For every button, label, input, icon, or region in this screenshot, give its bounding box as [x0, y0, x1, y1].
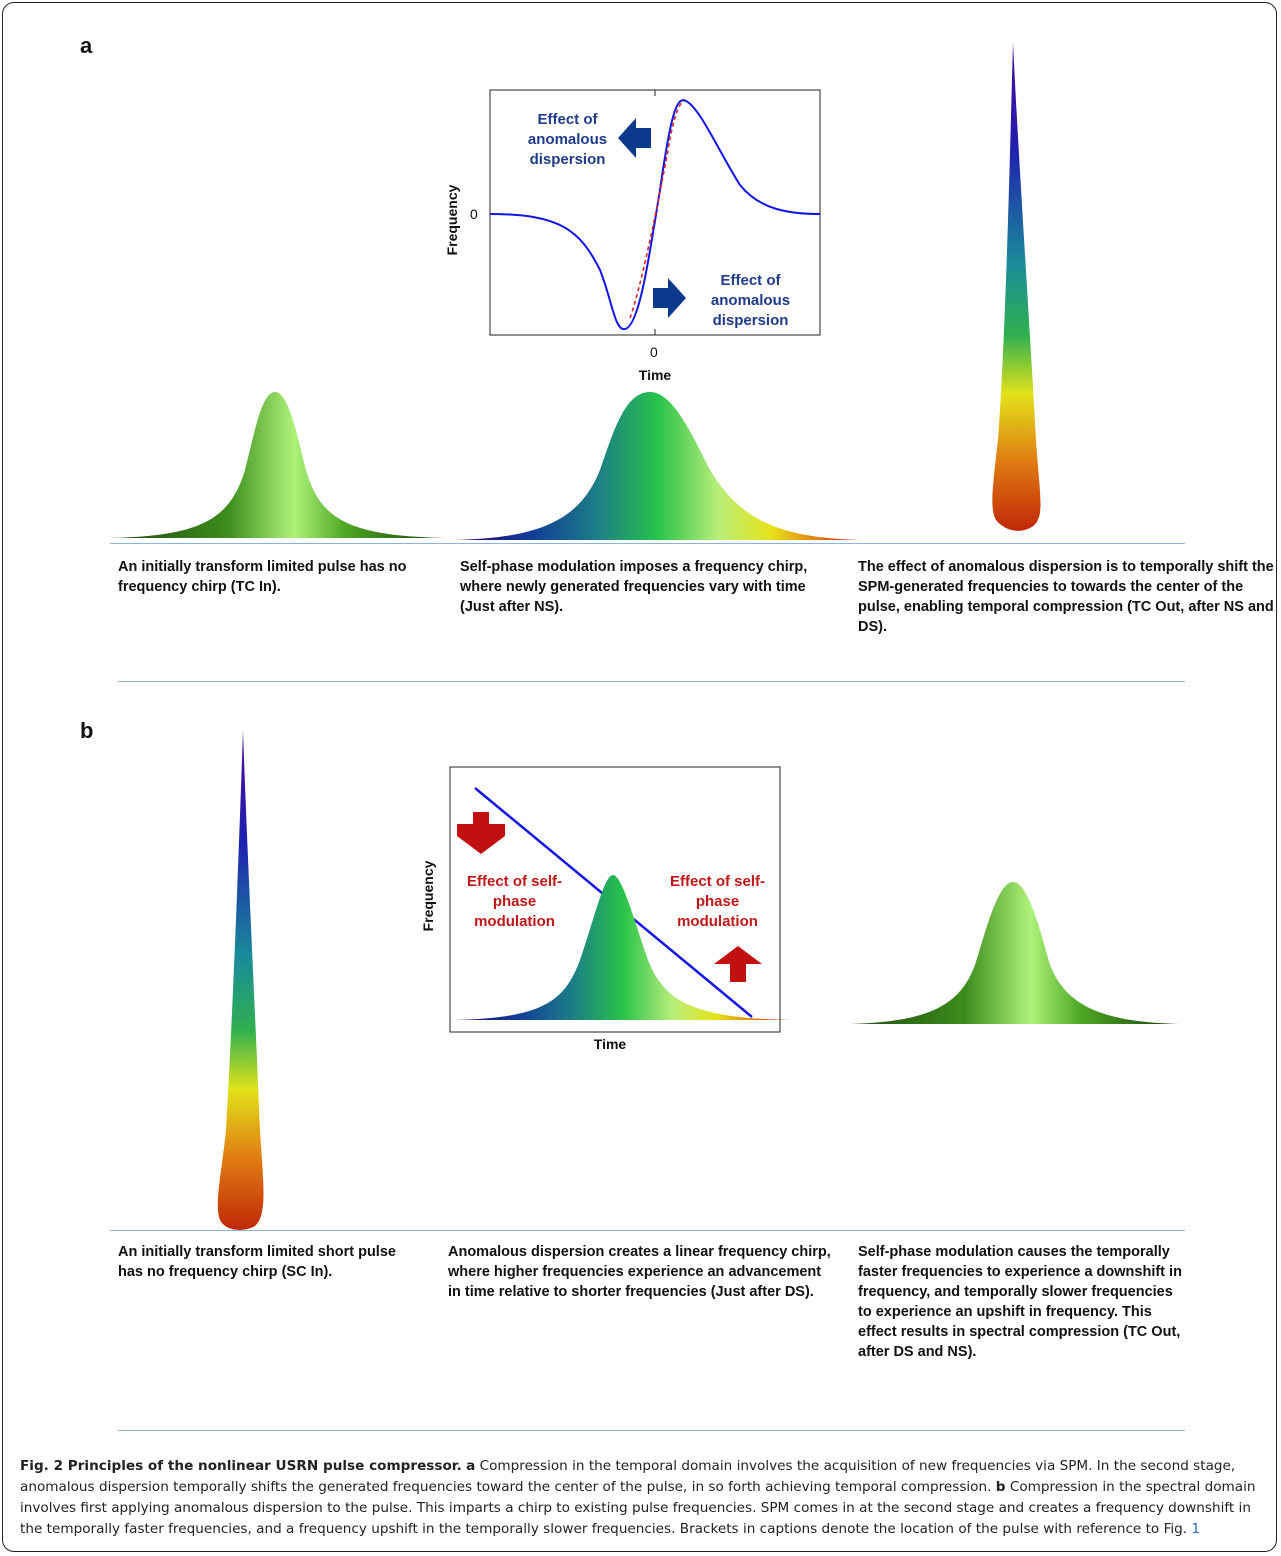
- plot-b-left-annotation: Effect of self- phase modulation: [452, 872, 577, 932]
- plot-b-ylabel: Frequency: [420, 860, 436, 932]
- plot-b-xlabel: Time: [593, 1036, 627, 1052]
- annotation-line: modulation: [677, 913, 758, 930]
- annotation-line: anomalous: [527, 131, 608, 148]
- up-arrow-icon: [714, 946, 762, 982]
- pulse-b1-spike: [217, 730, 264, 1230]
- plot-a-ytick: 0: [470, 206, 478, 222]
- annotation-line: phase: [492, 893, 537, 910]
- plot-a-xlabel: Time: [638, 367, 672, 383]
- caption-a1: An initially transform limited pulse has…: [118, 559, 407, 595]
- pulse-b3-green: [848, 882, 1180, 1024]
- pulse-a2-chirped: [455, 392, 860, 540]
- down-arrow-icon: [457, 812, 505, 854]
- panel-b-graphics: [217, 730, 1180, 1230]
- panel-a-graphics: [110, 42, 1041, 540]
- panel-a-baseline: [110, 543, 1185, 544]
- plot-a-ylabel: Frequency: [444, 184, 460, 256]
- annotation-line: Effect of self-: [466, 873, 562, 890]
- plot-a-left-annotation: Effect of anomalous dispersion: [515, 110, 620, 170]
- annotation-line: Effect of: [720, 272, 781, 289]
- figure-caption: Fig. 2 Principles of the nonlinear USRN …: [20, 1456, 1270, 1540]
- panel-b-baseline: [110, 1230, 1185, 1231]
- figure-reference-link[interactable]: 1: [1191, 1521, 1201, 1537]
- annotation-line: phase: [695, 893, 740, 910]
- panel-b-divider: [118, 1430, 1185, 1431]
- caption-a2: Self-phase modulation imposes a frequenc…: [460, 559, 808, 615]
- caption-b1: An initially transform limited short pul…: [118, 1244, 396, 1280]
- annotation-line: dispersion: [529, 151, 606, 168]
- annotation-line: dispersion: [712, 312, 789, 329]
- pulse-a3-spike: [992, 42, 1041, 531]
- figure-caption-a-text: Compression in the temporal domain invol…: [20, 1458, 1236, 1495]
- figure-caption-b-text: Compression in the spectral domain invol…: [20, 1479, 1256, 1537]
- pulse-a1-green: [110, 392, 445, 538]
- panel-a-label: a: [80, 33, 93, 58]
- figure-caption-title: Fig. 2 Principles of the nonlinear USRN …: [20, 1458, 462, 1474]
- right-arrow-icon: [653, 278, 686, 318]
- panel-a-divider: [118, 681, 1185, 682]
- caption-b3: Self-phase modulation causes the tempora…: [858, 1244, 1182, 1360]
- plot-b-right-annotation: Effect of self- phase modulation: [655, 872, 780, 932]
- annotation-line: Effect of self-: [669, 873, 765, 890]
- annotation-line: Effect of: [537, 111, 598, 128]
- pulse-b2-chirped: [455, 875, 790, 1020]
- plot-a-xtick: 0: [650, 344, 658, 360]
- plot-a-chirp-curve: [489, 99, 821, 331]
- panel-b-label: b: [80, 718, 94, 743]
- figure-caption-a-label: a: [466, 1458, 476, 1474]
- annotation-line: anomalous: [710, 292, 791, 309]
- annotation-line: modulation: [474, 913, 555, 930]
- caption-b2: Anomalous dispersion creates a linear fr…: [448, 1244, 831, 1300]
- plot-a-linear-overlay: [629, 100, 685, 319]
- figure-caption-b-label: b: [995, 1479, 1006, 1495]
- left-arrow-icon: [618, 118, 651, 158]
- plot-a-right-annotation: Effect of anomalous dispersion: [693, 271, 808, 331]
- caption-a3: The effect of anomalous dispersion is to…: [858, 559, 1274, 635]
